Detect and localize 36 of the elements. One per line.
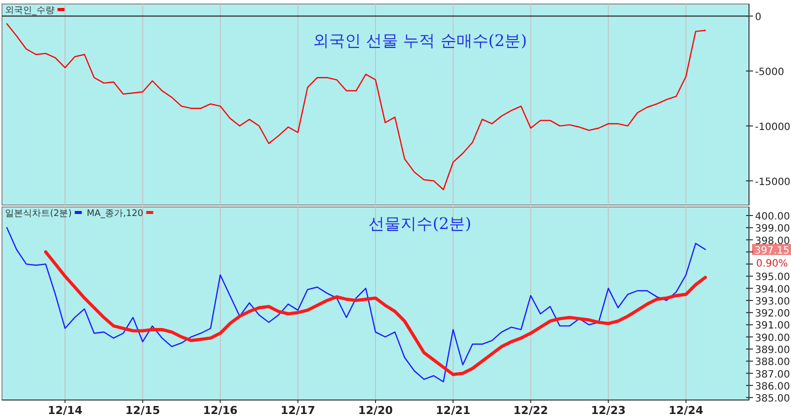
- x-tick-label: 12/17: [280, 404, 316, 417]
- y-tick-label: 388.00: [755, 357, 790, 368]
- line-series: [6, 23, 706, 190]
- y-tick-label: 393.00: [755, 296, 790, 308]
- text: 0.90%: [756, 258, 788, 270]
- legend-label: 일본식차트(2분): [5, 209, 72, 219]
- y-tick-label: 391.00: [755, 320, 790, 332]
- x-tick-label: 12/16: [202, 404, 238, 417]
- y-tick-label: 390.00: [755, 332, 790, 344]
- text: 397.15: [754, 245, 790, 256]
- line-series: [44, 250, 707, 376]
- y-tick-label: 399.00: [755, 224, 790, 235]
- x-tick-label: 12/21: [436, 404, 470, 417]
- y-tick-label: 398.00: [755, 236, 790, 247]
- y-tick-label: 394.00: [755, 284, 790, 296]
- text: 외국인 선물 누적 순매수(2분): [313, 31, 527, 50]
- text: 선물지수(2분): [368, 214, 472, 233]
- y-tick-label: -15000: [755, 176, 790, 188]
- x-tick-label: 12/22: [513, 404, 548, 417]
- y-tick-label: 392.00: [755, 308, 790, 320]
- x-tick-label: 12/24: [668, 404, 704, 417]
- y-tick-label: 385.00: [755, 394, 790, 405]
- y-tick-label: 400.00: [755, 211, 790, 222]
- y-tick-label: 0: [755, 12, 762, 24]
- y-tick-label: -5000: [755, 67, 784, 78]
- y-tick-label: 387.00: [755, 369, 790, 380]
- x-tick-label: 12/20: [358, 404, 394, 417]
- x-tick-label: 12/15: [125, 404, 160, 417]
- y-tick-label: 395.00: [755, 272, 790, 284]
- x-tick-label: 12/23: [591, 404, 626, 417]
- y-tick-label: -10000: [755, 122, 790, 133]
- y-tick-label: 386.00: [755, 381, 790, 392]
- legend-label: MA_종가,120: [86, 209, 144, 219]
- legend-label: 외국인_수량: [5, 6, 54, 16]
- x-tick-label: 12/14: [48, 404, 83, 417]
- y-tick-label: 389.00: [755, 345, 790, 356]
